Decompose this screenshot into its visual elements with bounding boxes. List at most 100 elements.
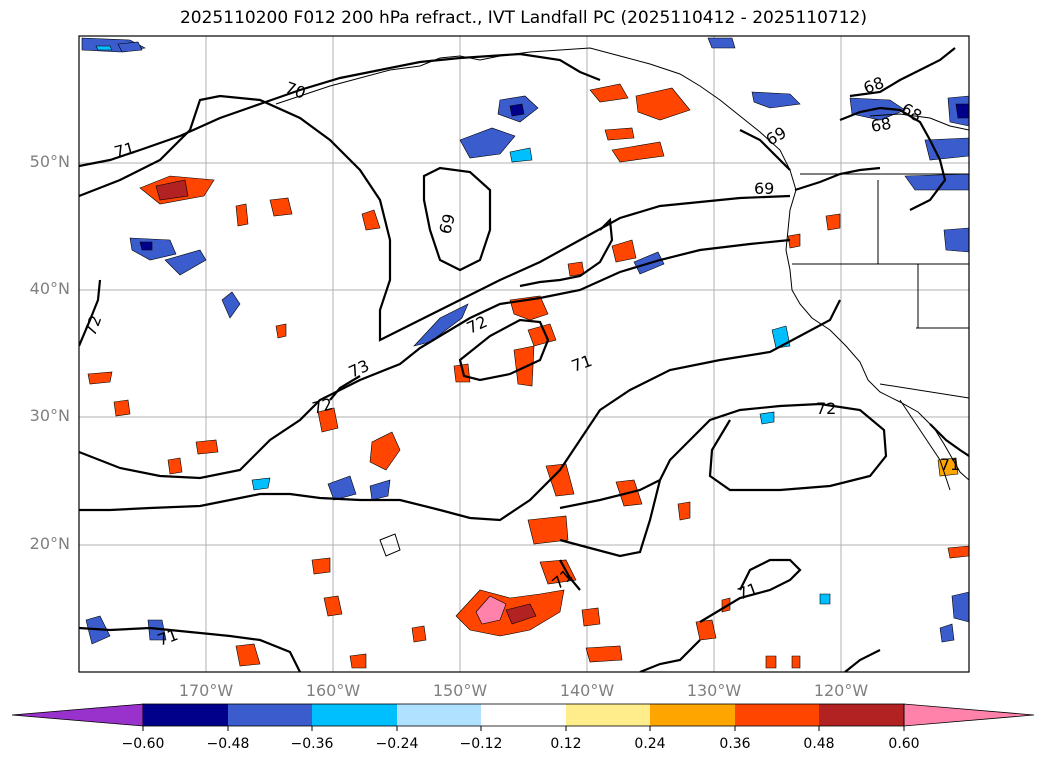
blue-area <box>924 137 969 161</box>
contour-label: 72 <box>464 312 490 338</box>
warm-area <box>677 501 691 521</box>
warm-area <box>155 179 189 201</box>
map-frame <box>78 35 970 673</box>
refractivity-contours <box>79 47 969 672</box>
warm-area <box>611 141 665 163</box>
warm-area <box>947 545 969 559</box>
blue-area <box>951 591 969 623</box>
blue-area <box>759 411 775 425</box>
blue-area <box>771 325 791 349</box>
contour-label: 71 <box>569 351 595 376</box>
blue-area <box>221 291 241 319</box>
warm-area <box>323 595 343 617</box>
warm-area <box>275 323 287 339</box>
warm-area <box>589 83 629 103</box>
colorbar-tick-label: −0.24 <box>375 736 419 752</box>
warm-area <box>611 239 637 263</box>
warm-area <box>604 127 635 141</box>
coastlines <box>275 47 969 557</box>
colorbar-segment <box>228 704 312 726</box>
colorbar-segment <box>481 704 566 726</box>
warm-area <box>765 655 777 669</box>
colorbar-tick-label: 0.24 <box>634 736 666 752</box>
warm-area <box>937 457 959 477</box>
warm-area <box>195 439 219 455</box>
colorbar-tick-label: −0.36 <box>290 736 334 752</box>
blue-area <box>819 593 831 605</box>
colorbar-tick-label: 0.12 <box>550 736 582 752</box>
warm-area <box>317 407 339 433</box>
warm-area <box>505 603 537 625</box>
lat-label-50n: 50°N <box>29 152 70 171</box>
colorbar-extend-high <box>903 703 1035 727</box>
blue-area <box>509 103 525 117</box>
colorbar-segment <box>143 704 228 726</box>
warm-area <box>235 643 261 667</box>
warm-area <box>635 87 691 121</box>
warm-area <box>791 655 801 669</box>
colorbar-segment <box>566 704 650 726</box>
negative-anomaly-areas <box>81 37 969 645</box>
blue-area <box>117 41 143 53</box>
colorbar-segment <box>819 704 904 726</box>
warm-area <box>787 233 801 249</box>
colorbar-segment <box>650 704 735 726</box>
blue-area <box>955 103 969 119</box>
blue-area <box>164 249 207 276</box>
blue-area <box>904 173 969 191</box>
blue-area <box>139 241 153 251</box>
warm-area <box>825 213 841 231</box>
contour-label: 71 <box>940 455 960 474</box>
blue-area <box>459 127 516 159</box>
blue-area <box>939 623 955 643</box>
blue-area <box>707 37 736 49</box>
warm-area <box>527 515 569 545</box>
warm-area <box>349 653 367 669</box>
lon-label-130w: 130°W <box>686 681 742 700</box>
contour-label: 72 <box>816 399 836 418</box>
warm-area <box>369 431 401 471</box>
gridlines <box>79 36 969 672</box>
colorbar-tick-label: −0.48 <box>206 736 250 752</box>
warm-area <box>235 203 249 227</box>
blue-area <box>327 475 357 501</box>
blue-area <box>147 619 167 641</box>
colorbar-segment <box>397 704 481 726</box>
warm-area <box>539 559 577 585</box>
warm-area <box>585 645 623 663</box>
lat-label-30n: 30°N <box>29 406 70 425</box>
colorbar-tick-label: −0.12 <box>459 736 503 752</box>
warm-area <box>87 371 113 385</box>
colorbar-tick-label: −0.60 <box>121 736 165 752</box>
map-title: 2025110200 F012 200 hPa refract., IVT La… <box>179 8 867 28</box>
warm-area <box>167 457 183 475</box>
positive-anomaly-areas <box>87 83 969 669</box>
contour-label: 71 <box>112 138 137 162</box>
lon-label-150w: 150°W <box>432 681 488 700</box>
contour-label: 72 <box>310 394 335 418</box>
contour-label: 69 <box>754 179 774 198</box>
warm-area <box>311 557 331 575</box>
lat-label-20n: 20°N <box>29 534 70 553</box>
contour-label: 69 <box>435 212 459 237</box>
lon-label-120w: 120°W <box>813 681 869 700</box>
blue-area <box>751 91 801 109</box>
blue-area <box>369 479 391 501</box>
blue-area <box>251 477 271 491</box>
warm-area <box>113 399 131 417</box>
colorbar-outline <box>142 703 905 727</box>
contour-label: 68 <box>869 114 892 136</box>
lon-label-140w: 140°W <box>559 681 615 700</box>
colorbar-tick-label: 0.36 <box>719 736 751 752</box>
colorbar-tick-label: 0.60 <box>888 736 920 752</box>
lat-label-40n: 40°N <box>29 279 70 298</box>
blue-area <box>129 237 177 261</box>
colorbar-ticks <box>142 726 905 731</box>
warm-area <box>361 209 381 231</box>
colorbar-segment <box>735 704 819 726</box>
blue-area <box>943 227 969 253</box>
contour-label: 70 <box>283 78 309 103</box>
colorbar-extend-low <box>11 703 144 727</box>
colorbar-segment <box>312 704 397 726</box>
blue-area <box>95 45 113 51</box>
